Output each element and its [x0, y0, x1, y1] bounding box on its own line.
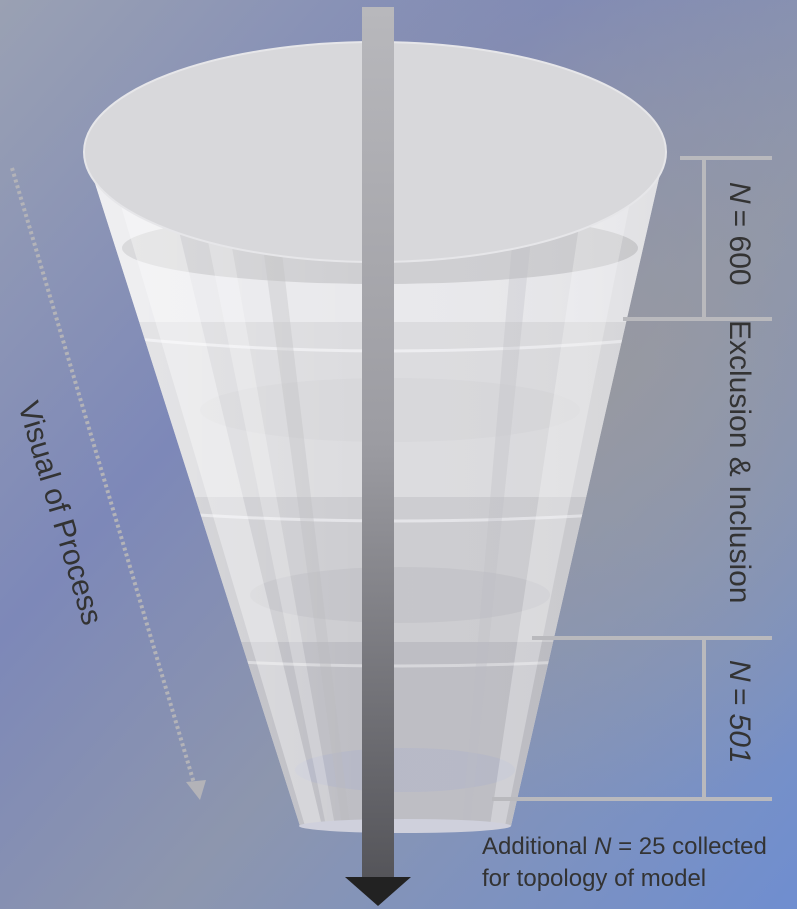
note-line-2: for topology of model: [482, 865, 706, 892]
flow-arrow-head: [345, 877, 411, 906]
bracket: [492, 156, 772, 801]
flow-arrow: [345, 7, 411, 906]
label-n-501: N= 501: [723, 660, 756, 764]
label-n-600: N= 600: [723, 182, 756, 286]
process-arrow: [10, 167, 206, 800]
funnel-base: [299, 819, 511, 833]
label-exclusion-inclusion: Exclusion & Inclusion: [723, 320, 756, 603]
flow-arrow-shaft: [362, 7, 394, 877]
note-line-1: Additional N = 25 collected: [482, 833, 767, 860]
